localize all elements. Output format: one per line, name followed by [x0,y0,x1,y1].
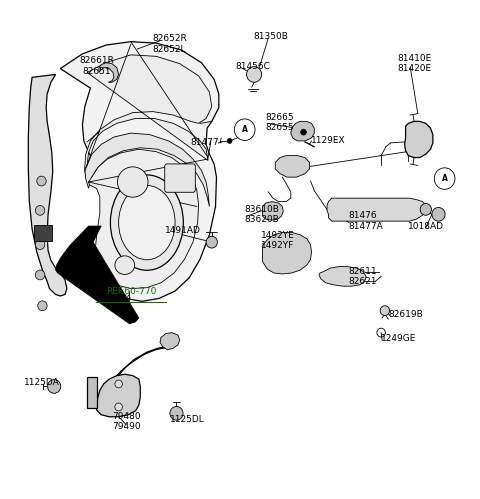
Text: 81410E
81420E: 81410E 81420E [397,54,431,73]
Text: A: A [242,125,248,134]
Circle shape [37,176,46,186]
Polygon shape [87,377,96,408]
Polygon shape [275,156,310,177]
Text: 79480
79490: 79480 79490 [112,412,141,431]
Circle shape [432,208,445,221]
Circle shape [115,380,122,388]
Text: 1491AD: 1491AD [165,227,201,236]
Text: 82611
82621: 82611 82621 [348,266,377,286]
Circle shape [228,139,232,143]
Polygon shape [319,266,366,286]
Text: 81350B: 81350B [253,32,288,41]
Circle shape [300,129,306,135]
Text: 81477: 81477 [190,138,219,147]
Ellipse shape [110,175,183,270]
Text: 82619B: 82619B [388,309,423,318]
Circle shape [36,206,45,215]
Polygon shape [263,233,312,274]
FancyBboxPatch shape [165,164,195,192]
Polygon shape [28,74,67,296]
Text: REF.60-770: REF.60-770 [106,286,156,295]
Circle shape [234,119,255,140]
FancyBboxPatch shape [34,225,52,241]
Ellipse shape [115,256,134,274]
Circle shape [247,66,262,82]
Text: 82661R
82651: 82661R 82651 [79,56,114,76]
Circle shape [206,237,217,248]
Text: 81456C: 81456C [235,61,270,71]
Polygon shape [60,42,219,301]
Polygon shape [96,374,140,417]
Polygon shape [85,55,212,179]
Text: 82652R
82652L: 82652R 82652L [152,34,187,54]
Ellipse shape [118,167,148,197]
Text: 83610B
83620B: 83610B 83620B [245,205,279,224]
Circle shape [38,301,47,310]
Text: 1125DL: 1125DL [170,415,204,424]
Text: 81476
81477A: 81476 81477A [348,212,383,231]
Circle shape [380,306,390,315]
Polygon shape [405,121,433,158]
Circle shape [170,407,183,420]
Text: 82665
82655: 82665 82655 [266,113,295,132]
Polygon shape [85,133,209,207]
Circle shape [434,168,455,189]
Circle shape [420,204,432,215]
Text: 1492YE
1492YF: 1492YE 1492YF [261,231,295,250]
Text: 1125DA: 1125DA [24,378,60,387]
Circle shape [36,270,45,280]
Text: A: A [442,174,447,183]
Polygon shape [88,149,199,288]
Polygon shape [291,121,314,141]
Polygon shape [327,198,426,221]
Circle shape [115,403,122,411]
Circle shape [36,240,45,250]
Polygon shape [56,226,139,324]
Circle shape [48,380,61,393]
Text: 1129EX: 1129EX [311,136,345,145]
Polygon shape [263,202,283,220]
Polygon shape [160,333,180,350]
Text: 1249GE: 1249GE [381,334,417,343]
Text: 1018AD: 1018AD [408,222,444,231]
Polygon shape [99,63,119,82]
Ellipse shape [119,186,175,260]
